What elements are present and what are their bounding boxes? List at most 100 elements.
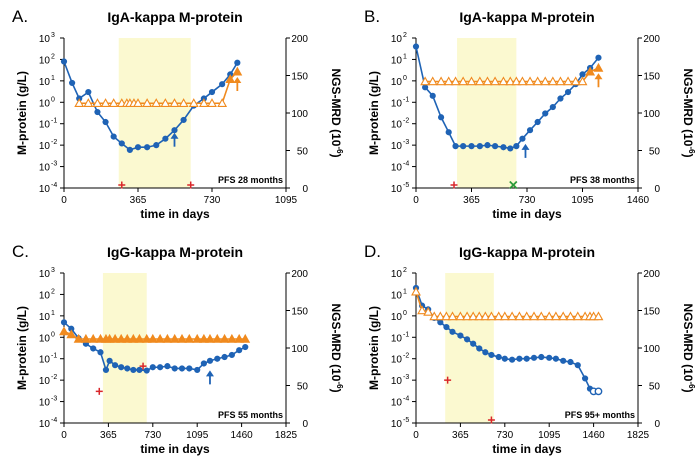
ngs-point (192, 333, 203, 343)
ngs-point (225, 74, 236, 83)
y-tick-label-exponent: -3 (403, 139, 409, 146)
m-protein-point (149, 364, 156, 371)
m-protein-point (552, 355, 559, 362)
x-axis-label: time in days (140, 207, 210, 221)
ngs-point (188, 98, 199, 107)
m-protein-point (445, 129, 452, 136)
pfs-label: PFS 28 months (218, 175, 283, 185)
x-tick-label: 0 (61, 195, 67, 206)
ngs-point (198, 333, 209, 343)
y-tick-label-exponent: -4 (403, 161, 409, 168)
y-tick-label-right: 100 (291, 344, 308, 355)
chart-title: IgA-kappa M-protein (107, 9, 242, 25)
ngs-point (178, 98, 189, 107)
y-tick-label-left: 10 (39, 163, 51, 174)
m-protein-point (102, 366, 110, 374)
m-protein-point (234, 59, 241, 66)
ngs-point (572, 311, 583, 321)
m-protein-point (111, 362, 119, 369)
y-tick-label-right: 200 (291, 34, 308, 45)
ngs-point (417, 305, 428, 315)
ngs-point (100, 98, 111, 107)
y-tick-label-left: 10 (391, 269, 403, 280)
y-axis-label-left: M-protein (g/L) (15, 306, 29, 390)
ngs-point (212, 333, 223, 343)
y-tick-label-exponent: 1 (403, 288, 407, 295)
y-tick-label-exponent: -2 (403, 118, 409, 125)
m-protein-point (171, 365, 178, 372)
ngs-point (169, 333, 180, 343)
m-protein-point (180, 116, 187, 124)
ngs-point (207, 98, 217, 107)
ngs-point (593, 311, 604, 321)
y-tick-label-left: 10 (39, 34, 51, 45)
m-protein-point (118, 140, 125, 147)
ngs-point (563, 76, 573, 86)
m-protein-point (508, 356, 516, 363)
x-axis-label: time in days (140, 442, 210, 456)
ngs-point (443, 76, 454, 86)
m-protein-point (534, 118, 541, 126)
y-tick-label-left: 10 (391, 398, 403, 409)
treatment-band (102, 273, 147, 423)
m-protein-point (500, 144, 507, 151)
y-tick-label-exponent: -3 (403, 374, 409, 381)
y-tick-label-exponent: -3 (51, 161, 57, 168)
m-protein-point (126, 146, 133, 153)
ngs-point (505, 76, 516, 86)
m-protein-line (63, 321, 246, 373)
ngs-point (59, 326, 69, 336)
y-tick-label-exponent: 1 (51, 310, 55, 317)
ngs-point (134, 333, 145, 343)
ngs-point (544, 311, 555, 321)
ngs-point (240, 333, 251, 343)
y-tick-label-left: 10 (39, 290, 51, 301)
y-tick-label-right: 150 (291, 307, 308, 318)
m-protein-point (519, 135, 526, 142)
ngs-point (162, 333, 173, 343)
panel-letter: D. (364, 242, 381, 261)
m-protein-point (476, 143, 483, 150)
ngs-point (177, 333, 187, 343)
y-tick-label-exponent: -2 (403, 353, 409, 360)
y-tick-label-left: 10 (39, 98, 51, 109)
m-protein-point (546, 354, 553, 361)
y-tick-label-left: 10 (39, 120, 51, 131)
y-tick-label-left: 10 (39, 355, 51, 366)
ngs-point (540, 76, 551, 86)
y-tick-label-exponent: -1 (403, 331, 409, 338)
ngs-point (184, 333, 195, 343)
ngs-point (108, 98, 119, 107)
m-protein-point (144, 144, 151, 151)
progression-arrowhead (233, 77, 242, 83)
m-protein-point (457, 332, 464, 339)
m-protein-point (488, 351, 495, 359)
y-tick-label-left: 10 (39, 141, 51, 152)
treatment-band (118, 38, 191, 188)
y-tick-label-exponent: 2 (51, 288, 55, 295)
ngs-point (493, 311, 504, 321)
ngs-point (577, 76, 588, 86)
x-tick-label: 1460 (582, 430, 605, 441)
ngs-point (198, 98, 209, 107)
y-tick-label-exponent: 2 (403, 32, 407, 39)
m-protein-point (206, 357, 214, 364)
y-tick-label-exponent: -3 (51, 396, 57, 403)
ngs-point (226, 333, 237, 343)
progression-arrowhead (521, 143, 530, 150)
ngs-point (458, 76, 469, 86)
ngs-point (593, 62, 604, 72)
y-tick-label-exponent: 2 (51, 53, 55, 60)
y-tick-label-right: 200 (643, 34, 660, 45)
ngs-point (532, 76, 543, 86)
m-protein-point (437, 114, 445, 121)
treatment-band (445, 273, 494, 423)
m-protein-point (90, 345, 97, 352)
y-tick-label-exponent: -5 (403, 417, 409, 424)
y-tick-label-exponent: -4 (51, 182, 57, 189)
progression-arrowhead (170, 132, 179, 139)
ngs-point (122, 333, 133, 343)
y-tick-label-exponent: 0 (51, 331, 55, 338)
y-tick-label-left: 10 (39, 398, 51, 409)
